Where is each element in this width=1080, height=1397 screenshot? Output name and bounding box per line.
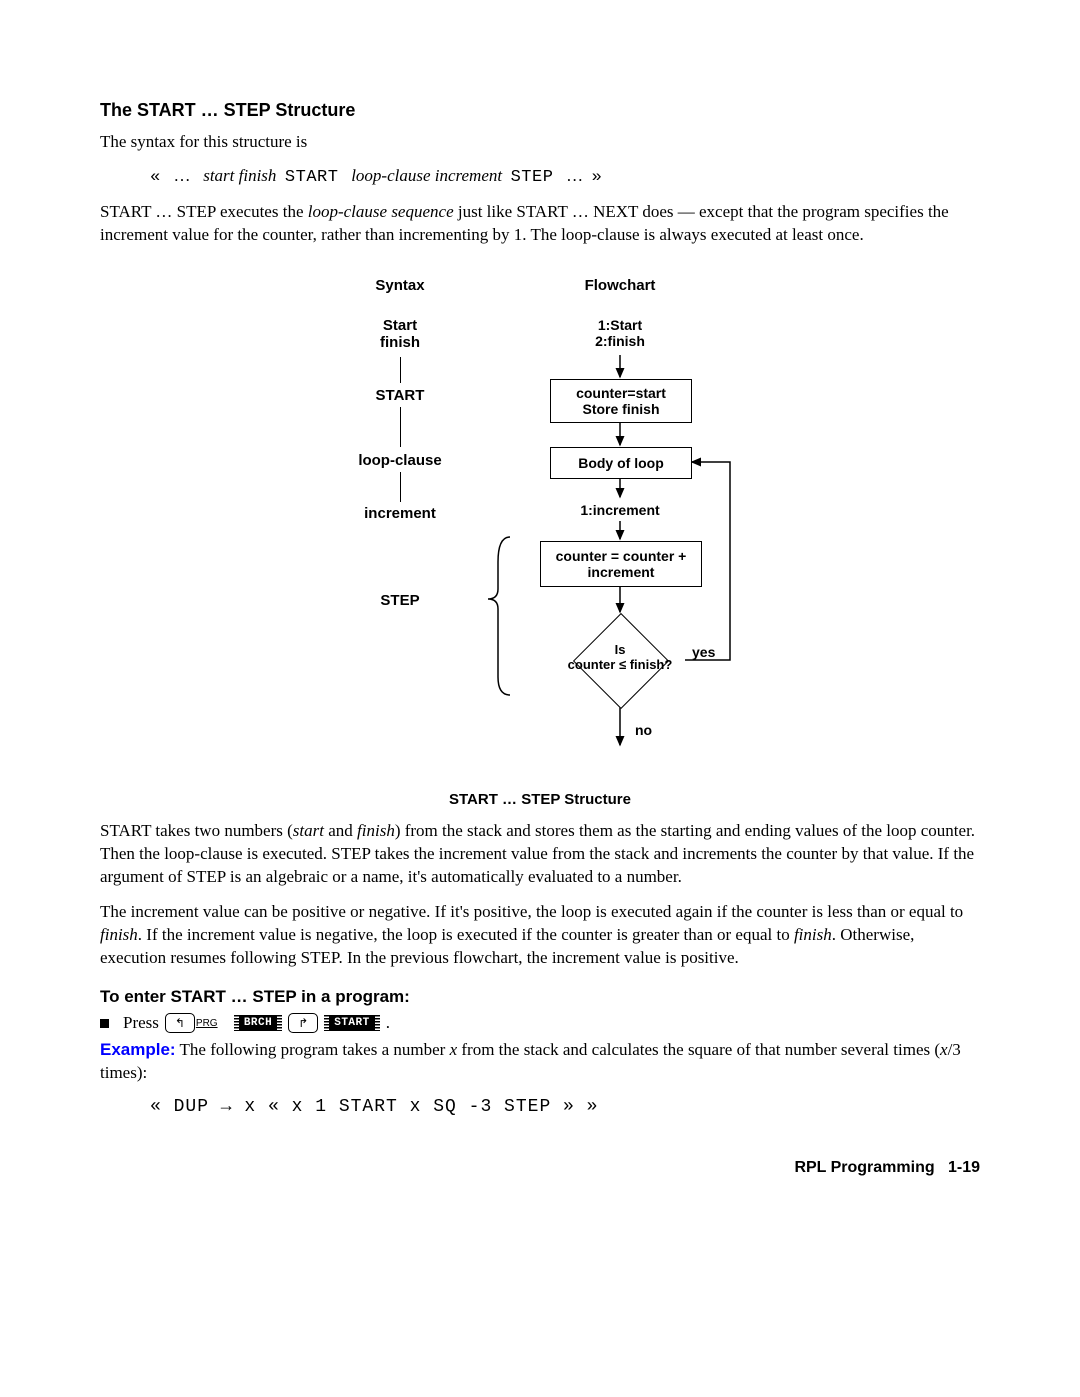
example-label: Example: <box>100 1040 176 1059</box>
press-label: Press <box>123 1013 159 1033</box>
footer-title: RPL Programming <box>794 1159 934 1176</box>
syntax-line: « … start finish START loop-clause incre… <box>100 166 980 187</box>
softkey-start: START <box>324 1015 380 1031</box>
box1-label: counter=start Store finish <box>576 385 666 417</box>
syntax-startfinish: start finish <box>203 166 276 185</box>
flow-box2: Body of loop <box>550 447 692 479</box>
right-shift-glyph: ↱ <box>298 1016 308 1030</box>
ex-d: x <box>940 1040 948 1059</box>
right-shift-key: ↱ <box>288 1013 318 1033</box>
p2b: and <box>324 821 357 840</box>
flow-box3: counter = counter + increment <box>540 541 702 587</box>
left-shift-glyph: ↰ <box>175 1016 185 1030</box>
softkey-brch-label: BRCH <box>239 1015 277 1031</box>
box2-label: Body of loop <box>578 455 664 471</box>
ex-a: The following program takes a number <box>176 1040 450 1059</box>
diamond-label: Is counter ≤ finish? <box>555 642 685 672</box>
softkey-brch: BRCH <box>234 1015 282 1031</box>
ex-c: from the stack and calculates the square… <box>457 1040 940 1059</box>
syntax-kw-start: START <box>285 168 339 187</box>
para1-a: START … STEP executes the <box>100 202 308 221</box>
ex-b: x <box>450 1040 458 1059</box>
flowchart-figure: Syntax Flowchart Start finish START loop… <box>100 277 980 777</box>
page-footer: RPL Programming 1-19 <box>794 1159 980 1177</box>
press-row: Press ↰ PRG BRCH ↱ START . <box>100 1013 980 1033</box>
period: . <box>386 1013 390 1033</box>
para1-b: loop-clause sequence <box>308 202 454 221</box>
subheading-enter: To enter START … STEP in a program: <box>100 987 980 1007</box>
syntax-close: » <box>592 168 603 187</box>
softkey-start-label: START <box>329 1015 375 1031</box>
code-block: « DUP → x « x 1 START x SQ -3 STEP » » <box>100 1097 980 1117</box>
p3i1: finish <box>100 925 138 944</box>
flowchart-svg <box>100 277 1000 777</box>
intro-text: The syntax for this structure is <box>100 131 980 154</box>
flow-inc: 1:increment <box>560 502 680 518</box>
syntax-kw-step: STEP <box>511 168 554 187</box>
flow-top: 1:Start 2:finish <box>570 317 670 349</box>
p3a: The increment value can be positive or n… <box>100 902 963 921</box>
figure-caption: START … STEP Structure <box>100 791 980 808</box>
example-para: Example: The following program takes a n… <box>100 1039 980 1085</box>
syntax-dots: … <box>566 166 583 185</box>
p2i1: start <box>293 821 324 840</box>
yes-label: yes <box>692 644 715 660</box>
syntax-open: « <box>150 168 161 187</box>
p2i2: finish <box>357 821 395 840</box>
bullet-icon <box>100 1019 109 1028</box>
para1: START … STEP executes the loop-clause se… <box>100 201 980 247</box>
footer-page: 1-19 <box>948 1159 980 1176</box>
syntax-dots: … <box>173 166 190 185</box>
flow-box1: counter=start Store finish <box>550 379 692 423</box>
para3: The increment value can be positive or n… <box>100 901 980 970</box>
section-heading: The START … STEP Structure <box>100 100 980 121</box>
no-label: no <box>635 722 652 738</box>
para2: START takes two numbers (start and finis… <box>100 820 980 889</box>
box3-label: counter = counter + increment <box>556 548 687 580</box>
left-shift-key: ↰ <box>165 1013 195 1033</box>
prg-label: PRG <box>196 1018 218 1029</box>
syntax-loopclause: loop-clause increment <box>351 166 502 185</box>
p3i2: finish <box>794 925 832 944</box>
p2a: START takes two numbers ( <box>100 821 293 840</box>
p3b: . If the increment value is negative, th… <box>138 925 794 944</box>
